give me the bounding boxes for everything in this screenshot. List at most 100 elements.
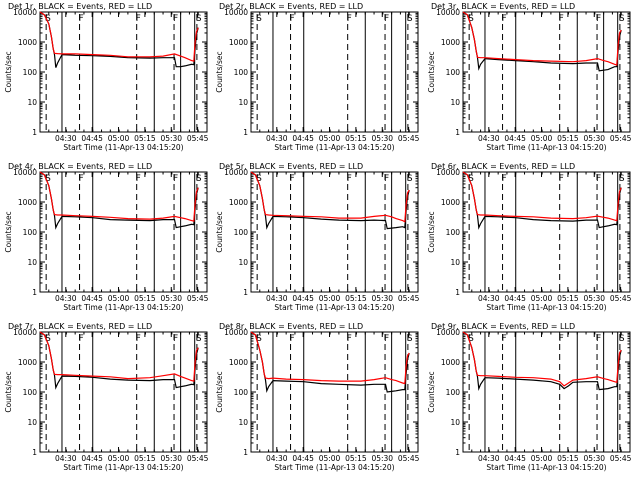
x-axis-label: Start Time (11-Apr-13 04:15:20) xyxy=(63,463,183,472)
y-tick-label: 10 xyxy=(27,98,37,107)
y-tick-label: 10000 xyxy=(224,8,248,17)
y-tick-label: 10000 xyxy=(436,8,460,17)
x-tick-label: 04:45 xyxy=(292,454,314,463)
x-tick-label: 04:45 xyxy=(81,294,103,303)
y-tick-label: 1 xyxy=(455,448,460,457)
x-tick-label: 04:45 xyxy=(292,294,314,303)
y-tick-label: 1 xyxy=(243,288,248,297)
y-axis-label: Counts/sec xyxy=(4,371,13,412)
flag-label: F xyxy=(173,334,178,344)
x-tick-label: 05:00 xyxy=(108,294,130,303)
y-tick-label: 10 xyxy=(27,258,37,267)
x-tick-label: 05:15 xyxy=(134,294,156,303)
x-tick-label: 04:45 xyxy=(504,454,526,463)
x-tick-label: 04:30 xyxy=(478,294,500,303)
y-tick-label: 10 xyxy=(450,98,460,107)
y-axis-label: Counts/sec xyxy=(215,51,224,92)
flag-label: F xyxy=(384,174,389,184)
y-tick-label: 100 xyxy=(234,68,249,77)
lld-series-line xyxy=(462,11,622,66)
flag-label: F xyxy=(173,174,178,184)
flag-label: F xyxy=(136,334,141,344)
flag-label: S xyxy=(468,14,474,24)
panel-title: Det 8r, BLACK = Events, RED = LLD xyxy=(219,322,363,331)
x-tick-label: 05:00 xyxy=(108,454,130,463)
flag-label: F xyxy=(559,14,564,24)
x-axis-label: Start Time (11-Apr-13 04:15:20) xyxy=(274,303,394,312)
y-tick-label: 100 xyxy=(23,388,38,397)
panel-title: Det 1r, BLACK = Events, RED = LLD xyxy=(8,2,152,11)
panel-det-7: Det 7r, BLACK = Events, RED = LLD 1 10 100 1… xyxy=(4,322,209,472)
x-tick-label: 05:45 xyxy=(187,454,209,463)
y-tick-label: 100 xyxy=(446,228,461,237)
x-tick-label: 05:30 xyxy=(160,294,182,303)
panel-det-2: Det 2r, BLACK = Events, RED = LLD 1 10 100 1… xyxy=(215,2,420,152)
y-axis-label: Counts/sec xyxy=(4,51,13,92)
y-axis-label: Counts/sec xyxy=(4,211,13,252)
flag-label: F xyxy=(559,334,564,344)
x-tick-label: 04:30 xyxy=(266,134,288,143)
x-tick-label: 05:45 xyxy=(398,134,420,143)
x-tick-label: 05:15 xyxy=(345,134,367,143)
y-tick-label: 10 xyxy=(238,98,248,107)
lld-series-line xyxy=(39,331,199,382)
x-tick-label: 05:00 xyxy=(531,454,553,463)
flag-label: F xyxy=(290,14,295,24)
y-tick-label: 10000 xyxy=(13,8,37,17)
panel-det-5: Det 5r, BLACK = Events, RED = LLD 1 10 100 1… xyxy=(215,162,420,312)
lld-series-line xyxy=(462,171,622,222)
flag-label: F xyxy=(347,14,352,24)
y-tick-label: 100 xyxy=(234,228,249,237)
flag-label: S xyxy=(45,334,51,344)
x-tick-label: 04:30 xyxy=(478,454,500,463)
y-tick-label: 10000 xyxy=(224,328,248,337)
y-tick-label: 10000 xyxy=(224,168,248,177)
y-axis-label: Counts/sec xyxy=(427,211,436,252)
x-tick-label: 05:00 xyxy=(319,294,341,303)
flag-label: F xyxy=(79,14,84,24)
lld-series-line xyxy=(462,331,622,387)
y-tick-label: 1 xyxy=(32,128,37,137)
x-tick-label: 04:45 xyxy=(504,294,526,303)
flag-label: S xyxy=(256,14,262,24)
y-axis-label: Counts/sec xyxy=(427,51,436,92)
x-tick-label: 05:00 xyxy=(531,294,553,303)
x-tick-label: 05:30 xyxy=(160,134,182,143)
x-tick-label: 04:30 xyxy=(55,454,77,463)
flag-label: F xyxy=(79,334,84,344)
panel-title: Det 2r, BLACK = Events, RED = LLD xyxy=(219,2,363,11)
flag-label: S xyxy=(45,174,51,184)
panel-det-4: Det 4r, BLACK = Events, RED = LLD 1 10 100 1… xyxy=(4,162,209,312)
x-tick-label: 04:45 xyxy=(81,134,103,143)
y-axis-label: Counts/sec xyxy=(427,371,436,412)
y-tick-label: 10000 xyxy=(13,328,37,337)
x-tick-label: 05:15 xyxy=(557,134,579,143)
x-tick-label: 05:45 xyxy=(610,134,632,143)
flag-label: S xyxy=(256,334,262,344)
y-tick-label: 100 xyxy=(23,68,38,77)
flag-label: F xyxy=(384,334,389,344)
x-tick-label: 05:45 xyxy=(610,454,632,463)
x-axis-label: Start Time (11-Apr-13 04:15:20) xyxy=(63,143,183,152)
x-tick-label: 05:00 xyxy=(108,134,130,143)
x-axis-label: Start Time (11-Apr-13 04:15:20) xyxy=(486,143,606,152)
x-tick-label: 04:30 xyxy=(55,294,77,303)
x-tick-label: 05:15 xyxy=(134,134,156,143)
y-tick-label: 100 xyxy=(23,228,38,237)
x-tick-label: 05:15 xyxy=(134,454,156,463)
x-tick-label: 05:15 xyxy=(345,454,367,463)
x-tick-label: 05:30 xyxy=(371,134,393,143)
y-tick-label: 1 xyxy=(243,448,248,457)
x-tick-label: 05:45 xyxy=(398,294,420,303)
flag-label: F xyxy=(596,334,601,344)
y-tick-label: 1 xyxy=(455,128,460,137)
x-tick-label: 05:30 xyxy=(371,294,393,303)
y-tick-label: 1000 xyxy=(18,38,37,47)
flag-label: F xyxy=(136,174,141,184)
lld-series-line xyxy=(250,171,410,223)
x-tick-label: 05:15 xyxy=(557,294,579,303)
y-tick-label: 1 xyxy=(455,288,460,297)
x-tick-label: 05:45 xyxy=(187,134,209,143)
